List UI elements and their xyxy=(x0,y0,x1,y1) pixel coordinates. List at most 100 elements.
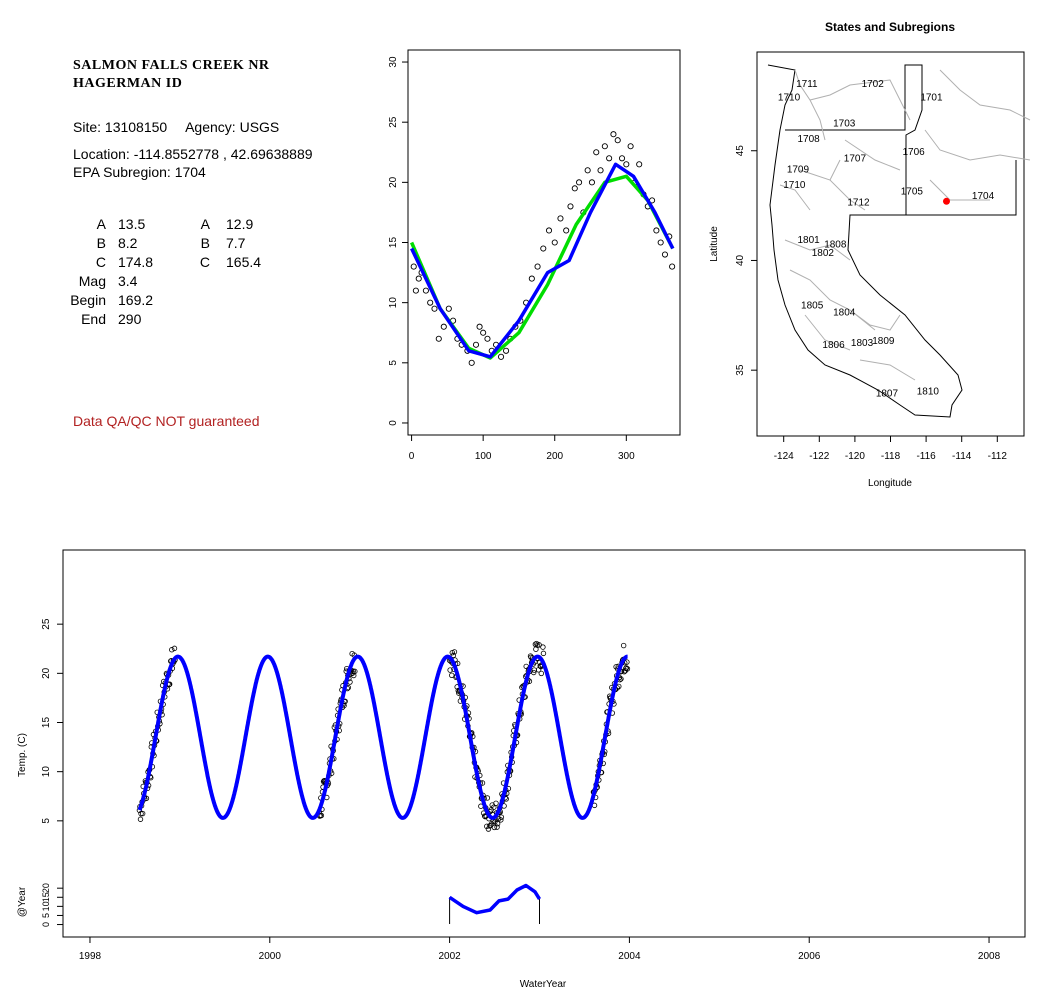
temp-y-label: Temp. (C) xyxy=(17,733,28,777)
temp-point xyxy=(352,668,358,675)
temp-point xyxy=(493,800,499,807)
year-y-tick-label: 15 xyxy=(41,892,51,902)
seasonal-y-tick-label: 10 xyxy=(388,297,399,309)
seasonal-point xyxy=(597,167,604,174)
temp-point xyxy=(484,795,491,801)
year-y-label: @Year xyxy=(17,886,28,917)
map-region-label: 1809 xyxy=(872,336,895,347)
temp-point xyxy=(623,665,630,671)
temp-point xyxy=(538,670,545,677)
temp-point xyxy=(169,647,175,653)
seasonal-point xyxy=(528,275,535,282)
temp-y-axis: 5 10 15 20 25 xyxy=(41,618,63,824)
temp-point xyxy=(318,812,325,819)
seasonal-point xyxy=(427,299,434,306)
coef2-value-b: 7.7 xyxy=(226,235,246,251)
year-fit-curve xyxy=(448,883,541,924)
map-region-label: 1705 xyxy=(901,187,924,198)
temp-y-tick-label: 10 xyxy=(41,766,52,778)
epa-value: 1704 xyxy=(174,164,206,180)
timeseries-x-label: WaterYear xyxy=(520,979,567,990)
seasonal-point xyxy=(440,323,447,330)
map-x-tick-label: -120 xyxy=(845,451,865,462)
seasonal-point xyxy=(410,263,417,270)
state-outline xyxy=(767,64,963,418)
temp-point xyxy=(451,649,458,655)
site-title-line2: HAGERMAN ID xyxy=(73,76,183,91)
coef2-value-a: 12.9 xyxy=(226,216,254,232)
seasonal-point xyxy=(636,161,643,168)
seasonal-point xyxy=(534,263,541,270)
map-region-label: 1806 xyxy=(822,340,845,351)
map-region-label: 1708 xyxy=(797,134,820,145)
temp-point xyxy=(450,652,457,659)
wateryear-x-tick-label: 1998 xyxy=(79,951,102,962)
temp-point xyxy=(540,650,547,657)
seasonal-x-tick-label: 300 xyxy=(618,451,635,462)
seasonal-point xyxy=(610,131,617,138)
temp-y-tick-label: 5 xyxy=(41,818,52,824)
site-id-value: 13108150 xyxy=(104,119,168,135)
seasonal-point xyxy=(614,137,621,144)
seasonal-x-axis: 0 100 200 300 xyxy=(409,435,635,462)
map-x-tick-label: -116 xyxy=(916,451,936,462)
map-region-label: 1802 xyxy=(812,248,835,259)
seasonal-point xyxy=(593,149,600,156)
temp-point xyxy=(447,667,453,673)
temp-point xyxy=(531,669,537,676)
seasonal-plot-frame xyxy=(407,49,681,436)
site-title-line1: SALMON FALLS CREEK NR xyxy=(73,58,270,73)
site-point xyxy=(942,197,950,205)
location-row: Location: -114.8552778 , 42.69638889 xyxy=(73,146,313,162)
temp-point xyxy=(171,645,178,652)
seasonal-y-tick-label: 15 xyxy=(388,237,399,249)
map-region-label: 1704 xyxy=(972,191,995,202)
year-fit-path xyxy=(448,883,541,915)
map-region-label: 1807 xyxy=(876,389,899,400)
qa-warning: Data QA/QC NOT guaranteed xyxy=(73,413,260,429)
seasonal-point xyxy=(422,287,429,294)
location-value: -114.8552778 , 42.69638889 xyxy=(133,146,313,162)
map-x-tick-label: -118 xyxy=(881,451,901,462)
map-region-label: 1709 xyxy=(787,165,810,176)
map-y-label: Latitude xyxy=(709,226,720,262)
temp-fit-line xyxy=(137,654,630,820)
wateryear-x-tick-label: 2006 xyxy=(798,951,821,962)
coef-value-b: 8.2 xyxy=(118,235,138,251)
wateryear-x-tick-label: 2002 xyxy=(438,951,461,962)
map-region-label: 1710 xyxy=(778,92,801,103)
seasonal-point xyxy=(669,263,676,270)
agency-label: Agency: xyxy=(185,119,236,135)
seasonal-point xyxy=(571,185,578,192)
seasonal-fit-line xyxy=(410,162,675,359)
temp-fit-path xyxy=(137,654,630,820)
seasonal-point xyxy=(540,245,547,252)
map-x-axis: -124 -122 -120 -118 -116 -114 -112 xyxy=(774,436,1007,462)
map-y-tick-label: 35 xyxy=(735,364,746,376)
location-label: Location: xyxy=(73,146,130,162)
map-region-labels: 1711 1710 1702 1701 1703 1708 1706 1707 1709 1710… xyxy=(778,79,995,399)
seasonal-x-tick-label: 0 xyxy=(409,451,415,462)
seasonal-point xyxy=(484,335,491,342)
temp-point xyxy=(138,810,144,817)
temp-point xyxy=(624,666,631,672)
map-region-label: 1801 xyxy=(797,235,820,246)
map-region-label: 1710 xyxy=(783,180,806,191)
year-y-tick-label: 20 xyxy=(41,883,51,893)
site-id-row: Site: 13108150 Agency: USGS xyxy=(73,119,279,135)
seasonal-point xyxy=(623,161,630,168)
seasonal-x-tick-label: 200 xyxy=(546,451,563,462)
map-region-label: 1805 xyxy=(801,301,824,312)
temp-point xyxy=(494,824,500,830)
map-region-label: 1803 xyxy=(851,338,874,349)
epa-label: EPA Subregion: xyxy=(73,164,171,180)
temp-y-tick-label: 20 xyxy=(41,667,52,679)
wateryear-x-tick-label: 2004 xyxy=(618,951,641,962)
map-region-label: 1702 xyxy=(862,79,885,90)
seasonal-point xyxy=(468,359,475,366)
map-region-label: 1701 xyxy=(920,92,943,103)
wateryear-x-axis: 1998 2000 2002 2004 2006 2008 xyxy=(79,937,1001,962)
seasonal-y-tick-label: 30 xyxy=(388,56,399,68)
